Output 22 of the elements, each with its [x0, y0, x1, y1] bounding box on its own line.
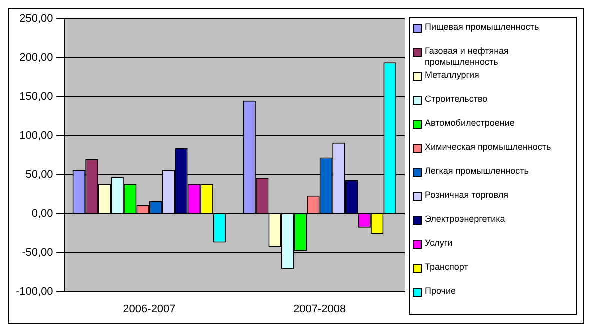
y-tick-label: 100,00: [20, 130, 54, 142]
legend-label: Электроэнергетика: [425, 214, 506, 225]
y-tick-label: 200,00: [20, 52, 54, 64]
legend-label: Пищевая промышленность: [425, 22, 540, 33]
y-tick-label: -50,00: [22, 246, 54, 259]
legend-label: Транспорт: [425, 262, 468, 273]
y-tick-label: -100,00: [16, 286, 54, 298]
y-tick-label: 150,00: [20, 90, 54, 103]
legend-label: Легкая промышленность: [425, 166, 529, 177]
y-tick-label: 50,00: [26, 168, 54, 181]
legend-label: Строительство: [425, 94, 488, 105]
legend-label: Розничная торговля: [425, 190, 508, 201]
x-tick-label: 2007-2008: [294, 303, 346, 316]
legend-label: Металлургия: [425, 70, 480, 81]
legend-label: Прочие: [425, 286, 456, 297]
y-tick-label: 0,00: [32, 208, 54, 220]
x-tick-label: 2006-2007: [123, 303, 176, 316]
legend-label: Услуги: [425, 238, 453, 249]
y-tick-label: 250,00: [20, 13, 54, 26]
legend-label: Химическая промышленность: [425, 142, 552, 153]
legend-label: Газовая и нефтяная промышленность: [425, 46, 510, 68]
legend-label: Автомобилестроение: [425, 118, 515, 129]
